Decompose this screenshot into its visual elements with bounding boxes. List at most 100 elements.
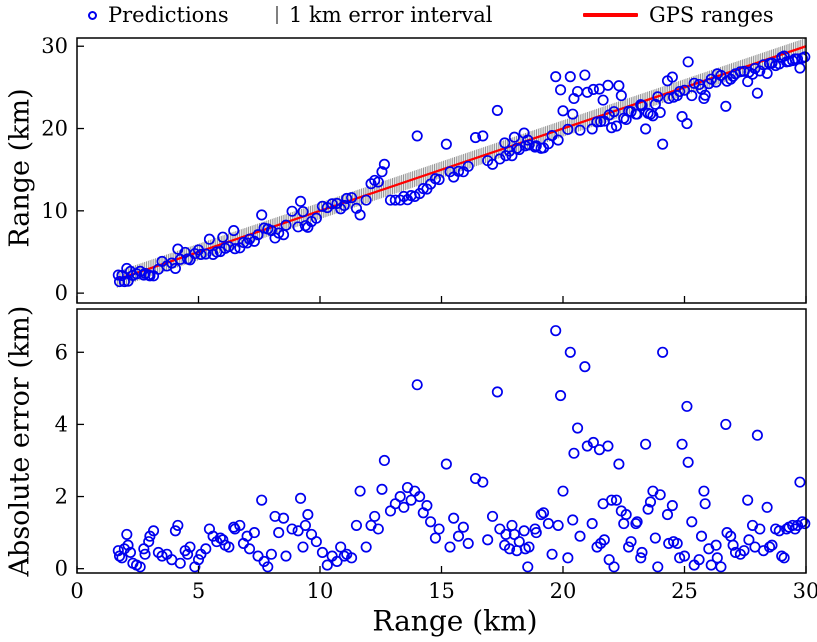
prediction-point bbox=[652, 91, 664, 103]
absolute-error-point bbox=[217, 534, 229, 546]
prediction-point bbox=[365, 178, 377, 190]
absolute-error-point bbox=[661, 509, 674, 521]
y-tick-label: 20 bbox=[41, 117, 68, 141]
absolute-error-point bbox=[742, 494, 754, 506]
prediction-point bbox=[360, 194, 372, 206]
absolute-error-point bbox=[666, 500, 678, 512]
absolute-error-point bbox=[602, 440, 614, 452]
y-tick-label: 2 bbox=[55, 485, 68, 509]
absolute-error-point bbox=[608, 561, 620, 573]
x-tick-label: 15 bbox=[428, 579, 455, 603]
absolute-error-point bbox=[574, 530, 586, 542]
absolute-error-point bbox=[444, 541, 456, 553]
absolute-error-point bbox=[335, 541, 347, 553]
absolute-error-point bbox=[542, 518, 554, 530]
absolute-error-point bbox=[564, 346, 576, 358]
absolute-error-point bbox=[156, 550, 168, 562]
prediction-point bbox=[144, 270, 156, 282]
prediction-point bbox=[372, 176, 384, 188]
absolute-error-point bbox=[184, 541, 196, 553]
prediction-point bbox=[686, 90, 698, 102]
absolute-error-point bbox=[316, 546, 328, 558]
absolute-error-point bbox=[421, 500, 433, 512]
absolute-error-point bbox=[147, 525, 160, 537]
prediction-point bbox=[189, 248, 201, 260]
prediction-point bbox=[631, 108, 643, 120]
gps-ranges-line bbox=[116, 45, 807, 281]
absolute-error-point bbox=[462, 537, 474, 549]
prediction-point bbox=[477, 130, 489, 142]
absolute-error-point bbox=[518, 525, 530, 537]
absolute-error-point bbox=[522, 561, 534, 573]
legend-item-predictions: Predictions bbox=[88, 2, 229, 28]
prediction-point bbox=[666, 71, 678, 83]
prediction-point bbox=[591, 116, 603, 128]
absolute-error-point bbox=[710, 539, 722, 551]
absolute-error-point bbox=[192, 554, 205, 566]
absolute-error-point bbox=[414, 490, 426, 503]
absolute-error-point bbox=[124, 546, 137, 558]
prediction-point bbox=[273, 227, 285, 239]
x-tick-label: 25 bbox=[671, 579, 698, 603]
absolute-error-point bbox=[280, 550, 292, 562]
absolute-error-point bbox=[678, 550, 691, 562]
absolute-error-point bbox=[623, 541, 635, 553]
error-bar-marker-icon bbox=[276, 6, 278, 24]
absolute-error-point bbox=[169, 525, 181, 537]
prediction-point bbox=[256, 209, 268, 221]
prediction-point bbox=[610, 120, 623, 132]
absolute-error-point bbox=[331, 555, 343, 568]
absolute-error-point bbox=[252, 550, 264, 562]
absolute-error-point bbox=[654, 489, 666, 501]
prediction-point bbox=[799, 51, 811, 63]
prediction-point bbox=[229, 243, 241, 255]
absolute-error-point bbox=[429, 532, 441, 544]
prediction-point bbox=[794, 62, 806, 74]
absolute-error-point bbox=[360, 541, 372, 553]
absolute-error-point bbox=[773, 525, 785, 537]
prediction-point bbox=[346, 192, 358, 204]
prediction-point bbox=[394, 194, 406, 206]
legend-item-gps: GPS ranges bbox=[583, 2, 774, 28]
absolute-error-point bbox=[794, 476, 806, 488]
absolute-error-point bbox=[234, 519, 246, 531]
prediction-point bbox=[203, 233, 215, 245]
prediction-point bbox=[354, 209, 366, 221]
prediction-point bbox=[486, 158, 499, 170]
absolute-error-point bbox=[486, 510, 499, 522]
absolute-error-point bbox=[228, 521, 240, 533]
absolute-error-point bbox=[698, 485, 710, 497]
absolute-error-point bbox=[143, 536, 155, 548]
absolute-error-point bbox=[122, 539, 134, 551]
prediction-point bbox=[297, 206, 309, 218]
prediction-point bbox=[681, 118, 693, 130]
absolute-error-point bbox=[200, 543, 212, 555]
prediction-point bbox=[286, 205, 298, 217]
absolute-error-point bbox=[781, 523, 793, 535]
prediction-point bbox=[494, 153, 506, 165]
absolute-error-point bbox=[292, 525, 304, 537]
prediction-point bbox=[433, 174, 445, 186]
prediction-point bbox=[773, 58, 785, 70]
prediction-point bbox=[640, 123, 652, 135]
absolute-error-point bbox=[671, 537, 683, 549]
prediction-point bbox=[491, 104, 503, 116]
prediction-point bbox=[636, 99, 648, 112]
absolute-error-point bbox=[635, 552, 647, 564]
prediction-point bbox=[579, 69, 591, 81]
absolute-error-point bbox=[494, 523, 506, 535]
absolute-error-point bbox=[799, 518, 811, 530]
prediction-point bbox=[751, 87, 763, 99]
prediction-point bbox=[550, 71, 562, 83]
absolute-error-point bbox=[452, 530, 465, 542]
y-tick-label: 10 bbox=[41, 199, 68, 223]
prediction-point bbox=[341, 192, 353, 205]
prediction-point bbox=[754, 65, 766, 77]
prediction-point bbox=[338, 199, 350, 212]
prediction-point bbox=[217, 231, 229, 243]
prediction-point bbox=[378, 158, 390, 170]
absolute-error-point bbox=[350, 519, 362, 531]
prediction-point bbox=[252, 229, 264, 241]
absolute-error-point bbox=[562, 552, 574, 564]
